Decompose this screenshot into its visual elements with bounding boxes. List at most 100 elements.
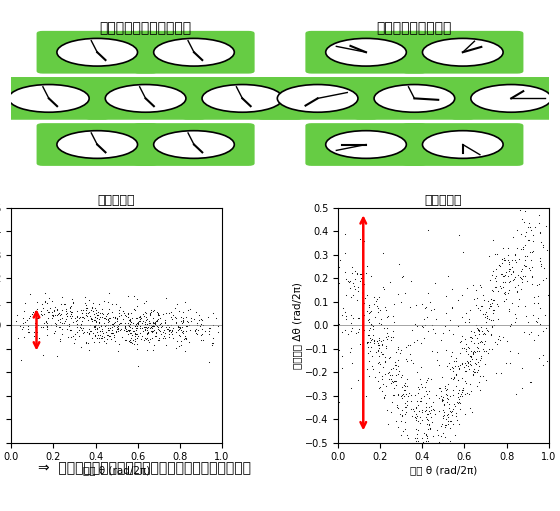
- Point: [106, 329, 115, 337]
- Point: [128, 328, 137, 336]
- Point: [148, 320, 157, 329]
- Point: [195, 321, 204, 330]
- Point: [501, 271, 510, 279]
- Point: [423, 416, 432, 424]
- Point: [396, 417, 405, 425]
- Point: [358, 293, 367, 301]
- Point: [133, 314, 142, 322]
- Point: [384, 312, 393, 320]
- Point: [445, 438, 454, 447]
- Circle shape: [326, 38, 407, 66]
- Title: 刺激に敏感: 刺激に敏感: [424, 194, 462, 206]
- Point: [454, 365, 463, 374]
- Point: [74, 332, 83, 340]
- Point: [96, 320, 105, 329]
- Point: [36, 310, 45, 318]
- Point: [416, 397, 425, 405]
- Point: [78, 309, 87, 317]
- Point: [382, 306, 391, 314]
- Point: [444, 400, 453, 408]
- Point: [125, 322, 134, 331]
- Point: [513, 287, 522, 295]
- Point: [425, 424, 434, 432]
- Point: [143, 322, 152, 331]
- Point: [381, 303, 390, 311]
- Point: [427, 402, 436, 410]
- FancyBboxPatch shape: [306, 32, 426, 73]
- Point: [116, 325, 125, 333]
- Point: [411, 300, 420, 309]
- Point: [448, 407, 457, 415]
- Point: [25, 314, 34, 322]
- Point: [91, 304, 100, 312]
- Point: [175, 323, 184, 332]
- Point: [505, 307, 514, 315]
- Point: [97, 309, 106, 317]
- Point: [380, 394, 389, 403]
- Point: [155, 336, 164, 344]
- Point: [153, 336, 162, 344]
- Point: [440, 411, 449, 420]
- Point: [449, 405, 458, 413]
- Point: [178, 327, 187, 335]
- Point: [358, 290, 367, 298]
- Point: [447, 374, 456, 382]
- Point: [212, 314, 221, 322]
- Point: [187, 314, 196, 322]
- Point: [61, 307, 70, 315]
- Point: [504, 272, 513, 280]
- Point: [459, 344, 468, 352]
- Point: [376, 320, 385, 329]
- Point: [171, 304, 180, 312]
- Point: [455, 338, 464, 346]
- Point: [197, 331, 206, 339]
- Point: [43, 306, 52, 314]
- Point: [519, 218, 528, 226]
- Circle shape: [326, 131, 407, 158]
- Point: [374, 358, 383, 366]
- Point: [464, 390, 473, 398]
- Point: [111, 313, 120, 321]
- Point: [476, 354, 485, 362]
- Point: [472, 346, 481, 355]
- Point: [130, 322, 139, 330]
- Point: [380, 285, 389, 293]
- Point: [506, 265, 515, 273]
- Point: [479, 347, 488, 355]
- Point: [442, 391, 451, 400]
- Point: [446, 425, 455, 433]
- Point: [120, 323, 129, 331]
- Point: [454, 420, 463, 428]
- Point: [204, 324, 213, 332]
- Point: [346, 293, 355, 301]
- Point: [100, 297, 109, 305]
- Point: [529, 311, 538, 319]
- Point: [340, 268, 349, 276]
- Point: [398, 411, 407, 420]
- Point: [120, 321, 129, 330]
- Point: [534, 281, 543, 289]
- Point: [394, 260, 403, 268]
- Point: [363, 262, 372, 270]
- Point: [56, 323, 65, 331]
- Point: [528, 272, 536, 280]
- Point: [58, 319, 67, 327]
- Point: [101, 328, 110, 336]
- Point: [462, 347, 471, 355]
- Point: [425, 422, 434, 430]
- Point: [151, 320, 160, 329]
- Point: [180, 334, 189, 342]
- Point: [48, 308, 57, 316]
- Point: [520, 262, 529, 270]
- Point: [363, 338, 372, 346]
- Point: [400, 438, 409, 447]
- Point: [197, 315, 206, 323]
- Point: [53, 306, 62, 314]
- Point: [346, 349, 354, 357]
- Point: [78, 324, 87, 333]
- Point: [378, 350, 387, 358]
- Point: [526, 256, 535, 264]
- Point: [52, 352, 61, 360]
- Point: [105, 305, 114, 313]
- Point: [143, 329, 152, 337]
